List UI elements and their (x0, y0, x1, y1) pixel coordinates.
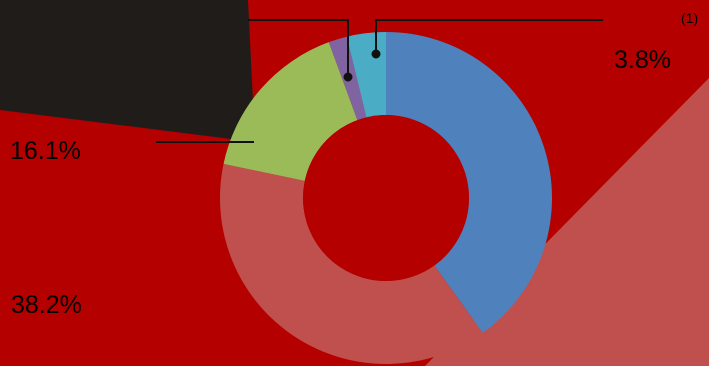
donut-hole (303, 115, 469, 281)
leader-line-cyan (375, 19, 603, 54)
leader-line-purple (248, 19, 349, 77)
leader-dot-purple (343, 72, 353, 82)
slice-label-green: 16.1% (10, 137, 81, 165)
slice-red (220, 163, 483, 365)
label-box-overlay (0, 0, 255, 142)
leader-lines (156, 19, 603, 143)
annotation-note: (1) (681, 10, 699, 26)
slice-blue (386, 32, 552, 333)
slice-label-cyan: 3.8% (614, 46, 671, 74)
slice-green (223, 42, 358, 181)
leader-dot-cyan (371, 49, 381, 59)
donut-slices (220, 32, 552, 365)
slice-label-red: 38.2% (11, 291, 82, 319)
